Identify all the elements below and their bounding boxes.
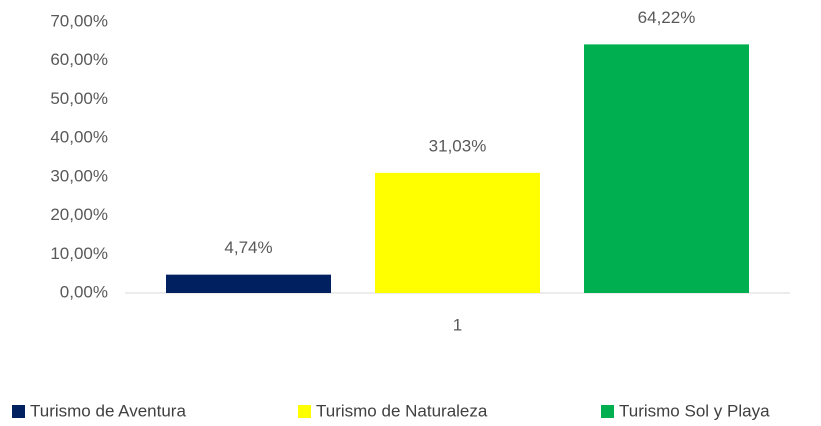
- bar: [166, 274, 331, 293]
- y-tick-label: 40,00%: [50, 128, 108, 147]
- data-label: 31,03%: [429, 136, 487, 155]
- legend-label: Turismo de Aventura: [30, 401, 186, 420]
- data-label: 4,74%: [224, 238, 272, 257]
- y-tick-label: 20,00%: [50, 205, 108, 224]
- legend-swatch: [601, 405, 614, 418]
- y-tick-label: 60,00%: [50, 50, 108, 69]
- data-label: 64,22%: [638, 8, 696, 27]
- y-tick-label: 30,00%: [50, 166, 108, 185]
- y-tick-label: 0,00%: [60, 282, 108, 301]
- bar: [375, 172, 540, 293]
- y-tick-label: 10,00%: [50, 244, 108, 263]
- legend-swatch: [298, 405, 311, 418]
- y-tick-label: 50,00%: [50, 89, 108, 108]
- legend-swatch: [12, 405, 25, 418]
- bar: [584, 44, 749, 293]
- legend-label: Turismo Sol y Playa: [619, 401, 770, 420]
- x-tick-label: 1: [453, 315, 462, 334]
- legend-label: Turismo de Naturaleza: [316, 401, 488, 420]
- y-tick-label: 70,00%: [50, 11, 108, 30]
